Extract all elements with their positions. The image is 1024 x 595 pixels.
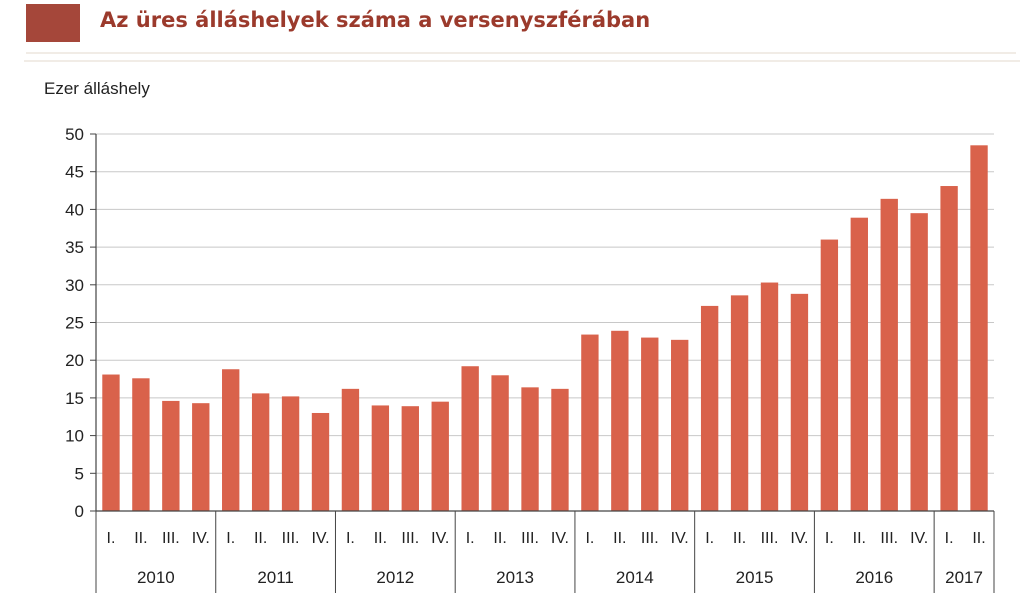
bar — [730, 295, 749, 511]
bar — [311, 412, 330, 511]
quarter-label: I. — [346, 530, 355, 547]
bar — [102, 374, 120, 511]
quarter-label: IV. — [551, 530, 569, 547]
quarter-label: II. — [254, 530, 267, 547]
bar-chart: Ezer álláshely 0 5 10 15 20 25 30 35 40 45 50 I. II… — [44, 79, 995, 593]
quarter-label: II. — [134, 530, 147, 547]
axes — [95, 134, 995, 593]
bar — [341, 388, 360, 511]
quarter-label: III. — [880, 530, 898, 547]
bar — [192, 403, 210, 511]
bars — [102, 145, 988, 512]
bar — [521, 387, 539, 511]
bar — [940, 186, 958, 511]
quarter-label: IV. — [671, 530, 689, 547]
y-tick-label: 20 — [65, 351, 84, 370]
gridlines — [90, 133, 994, 512]
year-label: 2012 — [376, 568, 414, 587]
quarter-label: III. — [641, 530, 659, 547]
bar — [461, 366, 479, 511]
quarter-label: II. — [374, 530, 387, 547]
bar — [850, 217, 868, 511]
x-tick-labels: I. II. III. IV. I. II. III. IV. I. II. III. IV. I. II… — [107, 530, 986, 587]
y-tick-label: 0 — [75, 502, 84, 521]
bar — [162, 400, 180, 511]
y-axis-label: Ezer álláshely — [44, 79, 150, 98]
y-tick-label: 45 — [65, 163, 84, 182]
y-tick-label: 5 — [75, 464, 84, 483]
quarter-label: II. — [613, 530, 626, 547]
y-tick-label: 35 — [65, 238, 84, 257]
quarter-label: IV. — [790, 530, 808, 547]
bar — [431, 401, 449, 511]
bar — [820, 239, 839, 511]
quarter-label: III. — [761, 530, 779, 547]
quarter-label: IV. — [910, 530, 928, 547]
y-tick-labels: 0 5 10 15 20 25 30 35 40 45 50 — [65, 125, 84, 521]
bar — [371, 405, 390, 511]
year-label: 2010 — [137, 568, 175, 587]
quarter-label: II. — [733, 530, 746, 547]
bar — [401, 406, 419, 511]
bar — [222, 369, 240, 511]
title-color-swatch — [26, 4, 80, 42]
quarter-label: IV. — [192, 530, 210, 547]
quarter-label: I. — [226, 530, 235, 547]
quarter-label: III. — [401, 530, 419, 547]
bar — [611, 330, 629, 511]
bar — [251, 393, 270, 511]
chart-panel: Ezer álláshely 0 5 10 15 20 25 30 35 40 45 50 I. II… — [24, 60, 1020, 593]
quarter-label: II. — [493, 530, 506, 547]
chart-title: Az üres álláshelyek száma a versenyszfér… — [100, 8, 651, 32]
y-tick-label: 40 — [65, 200, 84, 219]
bar — [760, 282, 779, 511]
year-label: 2016 — [855, 568, 893, 587]
quarter-label: III. — [282, 530, 300, 547]
quarter-label: I. — [466, 530, 475, 547]
quarter-label: I. — [107, 530, 116, 547]
bar — [641, 337, 659, 511]
year-label: 2014 — [616, 568, 654, 587]
y-tick-label: 15 — [65, 389, 84, 408]
quarter-label: I. — [585, 530, 594, 547]
title-divider — [26, 52, 1016, 54]
quarter-label: I. — [825, 530, 834, 547]
bar — [880, 198, 898, 511]
bar — [700, 305, 719, 511]
quarter-label: II. — [972, 530, 985, 547]
quarter-label: I. — [705, 530, 714, 547]
bar — [281, 396, 300, 511]
y-tick-label: 10 — [65, 427, 84, 446]
year-label: 2017 — [945, 568, 983, 587]
year-label: 2013 — [496, 568, 534, 587]
year-label: 2011 — [257, 568, 294, 587]
bar — [790, 293, 809, 511]
quarter-label: II. — [853, 530, 866, 547]
bar — [581, 334, 599, 511]
quarter-label: I. — [945, 530, 954, 547]
year-label: 2015 — [736, 568, 774, 587]
y-tick-label: 30 — [65, 276, 84, 295]
bar — [132, 378, 150, 511]
quarter-label: III. — [521, 530, 539, 547]
bar — [491, 375, 509, 511]
y-tick-label: 50 — [65, 125, 84, 144]
bar — [910, 213, 928, 512]
bar — [551, 388, 569, 511]
y-tick-label: 25 — [65, 314, 84, 333]
bar — [671, 339, 689, 511]
quarter-label: III. — [162, 530, 180, 547]
quarter-label: IV. — [431, 530, 449, 547]
quarter-label: IV. — [311, 530, 329, 547]
bar — [970, 145, 988, 511]
